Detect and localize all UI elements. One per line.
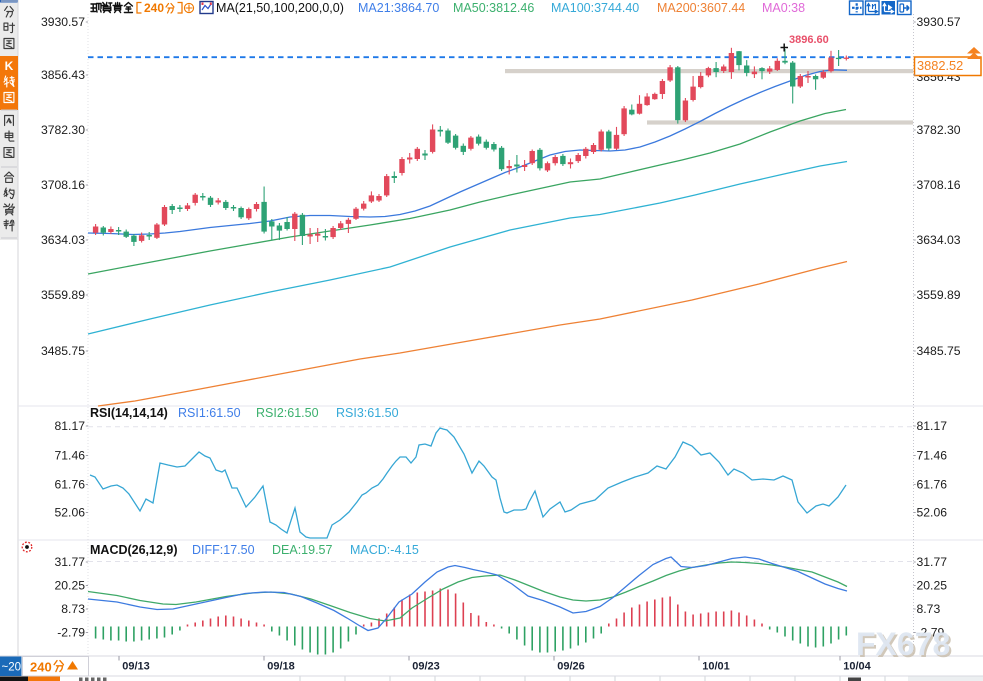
svg-text:20.25: 20.25 — [55, 579, 86, 593]
svg-text:MACD(26,12,9): MACD(26,12,9) — [90, 543, 178, 557]
svg-text:71.46: 71.46 — [55, 449, 86, 463]
svg-text:61.76: 61.76 — [55, 478, 86, 492]
svg-text:81.17: 81.17 — [55, 419, 86, 433]
svg-text:3856.43: 3856.43 — [41, 68, 85, 82]
svg-text:3634.03: 3634.03 — [917, 233, 961, 247]
svg-text:31.77: 31.77 — [917, 555, 948, 569]
svg-text:-2.79: -2.79 — [57, 626, 85, 640]
svg-text:3782.30: 3782.30 — [41, 123, 85, 137]
svg-text:52.06: 52.06 — [55, 506, 86, 520]
svg-text:61.76: 61.76 — [917, 478, 948, 492]
svg-text:MA0:38: MA0:38 — [762, 1, 805, 15]
svg-text:10/01: 10/01 — [702, 661, 730, 673]
svg-text:MA(21,50,100,200,0,0): MA(21,50,100,200,0,0) — [216, 1, 344, 15]
svg-text:3485.75: 3485.75 — [917, 344, 961, 358]
svg-text:3559.89: 3559.89 — [41, 288, 85, 302]
svg-text:FX678: FX678 — [858, 628, 952, 664]
svg-text:RSI(14,14,14): RSI(14,14,14) — [90, 406, 168, 420]
svg-text:MA100:3744.40: MA100:3744.40 — [551, 1, 639, 15]
svg-text:3896.60: 3896.60 — [789, 34, 829, 46]
svg-text:8.73: 8.73 — [917, 602, 941, 616]
svg-text:52.06: 52.06 — [917, 506, 948, 520]
svg-text:MA200:3607.44: MA200:3607.44 — [657, 1, 745, 15]
svg-text:3930.57: 3930.57 — [41, 15, 85, 29]
svg-text:09/23: 09/23 — [412, 661, 440, 673]
svg-text:RSI2:61.50: RSI2:61.50 — [256, 406, 319, 420]
svg-text:240: 240 — [30, 660, 52, 675]
svg-text:8.73: 8.73 — [61, 602, 85, 616]
svg-text:RSI1:61.50: RSI1:61.50 — [178, 406, 241, 420]
svg-text:20.25: 20.25 — [917, 579, 948, 593]
svg-text:MACD:-4.15: MACD:-4.15 — [350, 543, 419, 557]
svg-text:3485.75: 3485.75 — [41, 344, 85, 358]
svg-text:K: K — [5, 59, 14, 73]
svg-text:MA21:3864.70: MA21:3864.70 — [358, 1, 439, 15]
svg-text:3634.03: 3634.03 — [41, 233, 85, 247]
svg-text:3882.52: 3882.52 — [917, 58, 963, 73]
svg-text:09/13: 09/13 — [122, 661, 150, 673]
svg-text:DEA:19.57: DEA:19.57 — [272, 543, 333, 557]
svg-text:3930.57: 3930.57 — [917, 15, 961, 29]
svg-text:-2.79: -2.79 — [917, 626, 945, 640]
svg-text:FX678: FX678 — [856, 626, 950, 662]
svg-text:3782.30: 3782.30 — [917, 123, 961, 137]
svg-text:10/04: 10/04 — [843, 661, 871, 673]
svg-text:3559.89: 3559.89 — [917, 288, 961, 302]
svg-text:DIFF:17.50: DIFF:17.50 — [192, 543, 255, 557]
svg-text:31.77: 31.77 — [55, 555, 86, 569]
svg-text:3708.16: 3708.16 — [917, 178, 961, 192]
svg-text:~20: ~20 — [2, 662, 22, 674]
svg-text:09/26: 09/26 — [557, 661, 585, 673]
svg-text:240: 240 — [144, 1, 164, 15]
svg-text:81.17: 81.17 — [917, 419, 948, 433]
svg-text:MA50:3812.46: MA50:3812.46 — [453, 1, 534, 15]
svg-text:RSI3:61.50: RSI3:61.50 — [336, 406, 399, 420]
svg-text:3708.16: 3708.16 — [41, 178, 85, 192]
svg-text:09/18: 09/18 — [267, 661, 295, 673]
svg-text:71.46: 71.46 — [917, 449, 948, 463]
